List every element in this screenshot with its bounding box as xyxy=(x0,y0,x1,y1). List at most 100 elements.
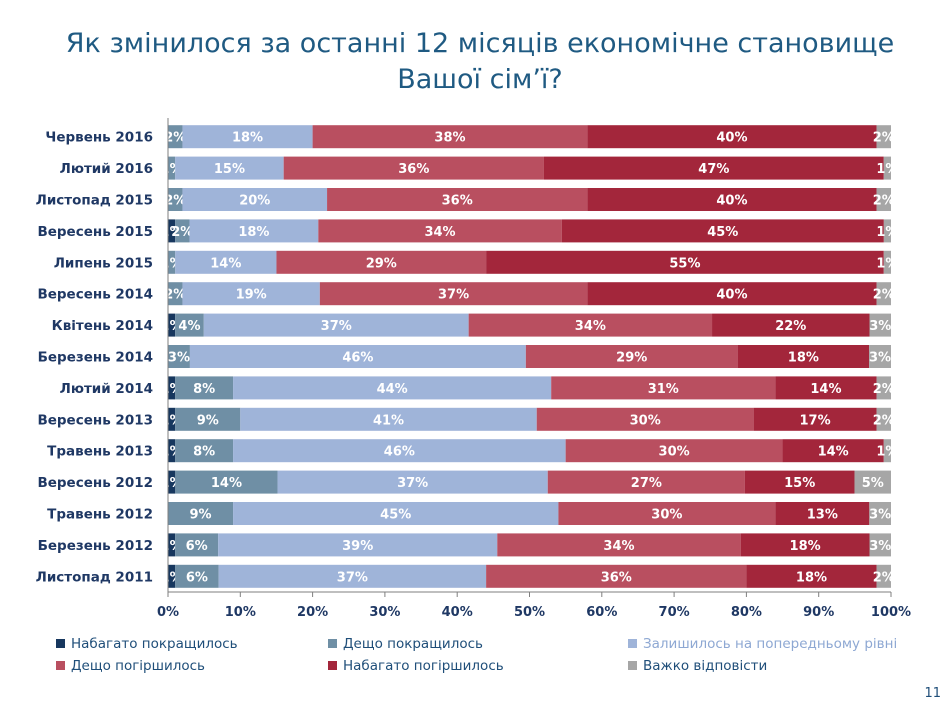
bar-segment xyxy=(883,439,891,463)
legend-label: Важко відповісти xyxy=(643,658,768,674)
bar-segment xyxy=(587,282,877,306)
legend-item: Набагато погіршилось xyxy=(328,658,504,674)
data-label: 3% xyxy=(869,351,891,366)
bar-segment xyxy=(775,376,877,400)
chart-legend: Набагато покращилось Дещо покращилось Зали… xyxy=(56,636,936,680)
bar-segment xyxy=(168,564,176,588)
bar-segment xyxy=(218,564,487,588)
bar-segment xyxy=(782,439,884,463)
stacked-bar-chart: Червень 2016 2% 18% 38% 40% 2% Лютий 2016 1% 15%… xyxy=(36,118,911,620)
bar-segment xyxy=(869,533,891,557)
data-label: 46% xyxy=(342,351,373,366)
data-label: 17% xyxy=(800,413,831,428)
data-label: 38% xyxy=(434,131,465,146)
data-label: 39% xyxy=(342,539,373,554)
bar-segment xyxy=(525,345,738,368)
bar-segment xyxy=(536,407,754,431)
bar-segment xyxy=(876,125,891,149)
x-tick-label: 0% xyxy=(157,605,179,620)
category-label: Вересень 2012 xyxy=(37,475,153,491)
data-label: 18% xyxy=(238,225,269,240)
data-label: 29% xyxy=(616,351,647,366)
data-label: 40% xyxy=(716,288,747,303)
bar-segment xyxy=(547,470,745,494)
legend-item: Набагато покращилось xyxy=(56,636,238,652)
bar-segment xyxy=(712,313,870,337)
x-tick-label: 70% xyxy=(659,605,690,620)
bar-segment xyxy=(168,502,234,525)
data-label: 2% xyxy=(873,194,895,209)
data-label: 30% xyxy=(659,445,690,460)
bar-segment xyxy=(203,313,469,337)
bar-segment xyxy=(182,188,328,211)
category-label: Листопад 2011 xyxy=(36,569,153,585)
bar-segment xyxy=(233,439,566,463)
data-label: 6% xyxy=(186,570,208,585)
data-label: 9% xyxy=(189,508,211,523)
legend-swatch xyxy=(56,661,65,670)
data-label: 6% xyxy=(186,539,208,554)
bar-segment xyxy=(175,219,190,243)
data-label: 14% xyxy=(818,445,849,460)
bar-segment xyxy=(283,156,544,180)
bar-segment xyxy=(233,376,552,400)
legend-label: Дещо покращилось xyxy=(343,636,483,652)
bar-segment xyxy=(168,407,176,431)
bar-segment xyxy=(587,188,877,211)
page-number: 11 xyxy=(924,686,941,701)
bar-segment xyxy=(883,219,891,243)
data-label: 41% xyxy=(373,413,404,428)
x-tick-label: 30% xyxy=(369,605,400,620)
bar-segment xyxy=(182,282,320,306)
bar-segment xyxy=(175,250,277,274)
bar-segment xyxy=(876,407,891,431)
bar-segment xyxy=(587,125,877,149)
category-label: Лютий 2016 xyxy=(60,161,153,177)
bar-segment xyxy=(883,156,891,180)
bar-segment xyxy=(233,502,559,525)
data-label: 19% xyxy=(236,288,267,303)
bar-segment xyxy=(276,250,487,274)
data-label: 1% xyxy=(876,256,898,271)
category-label: Вересень 2015 xyxy=(37,224,153,240)
data-label: 37% xyxy=(337,570,368,585)
bar-segment xyxy=(277,470,548,494)
category-label: Листопад 2015 xyxy=(36,193,153,209)
data-label: 15% xyxy=(214,162,245,177)
legend-label: Дещо погіршилось xyxy=(71,658,206,674)
legend-label: Набагато покращилось xyxy=(71,636,238,652)
data-label: 36% xyxy=(601,570,632,585)
x-tick-label: 10% xyxy=(225,605,256,620)
data-label: 15% xyxy=(784,476,815,491)
data-label: 27% xyxy=(631,476,662,491)
bar-segment xyxy=(175,407,241,431)
bar-segment xyxy=(869,313,891,337)
bar-segment xyxy=(551,376,776,400)
data-label: 44% xyxy=(377,382,408,397)
x-tick-label: 100% xyxy=(871,605,911,620)
data-label: 3% xyxy=(869,508,891,523)
data-label: 8% xyxy=(193,445,215,460)
data-label: 2% xyxy=(873,413,895,428)
bar-segment xyxy=(869,502,891,525)
x-tick-label: 90% xyxy=(803,605,834,620)
bar-segment xyxy=(775,502,870,525)
data-label: 3% xyxy=(168,351,190,366)
data-label: 22% xyxy=(775,319,806,334)
category-label: Травень 2012 xyxy=(47,507,153,523)
bar-segment xyxy=(168,376,176,400)
data-label: 18% xyxy=(788,351,819,366)
legend-swatch xyxy=(56,639,65,648)
data-label: 2% xyxy=(164,288,186,303)
category-label: Червень 2016 xyxy=(45,130,153,146)
bar-segment xyxy=(327,188,588,211)
data-label: 36% xyxy=(442,194,473,209)
bar-segment xyxy=(876,376,891,400)
data-label: 46% xyxy=(384,445,415,460)
data-label: 1% xyxy=(876,162,898,177)
data-label: 40% xyxy=(716,194,747,209)
category-label: Травень 2013 xyxy=(47,444,153,460)
data-label: 8% xyxy=(193,382,215,397)
bar-segment xyxy=(189,219,319,243)
data-label: 3% xyxy=(869,319,891,334)
